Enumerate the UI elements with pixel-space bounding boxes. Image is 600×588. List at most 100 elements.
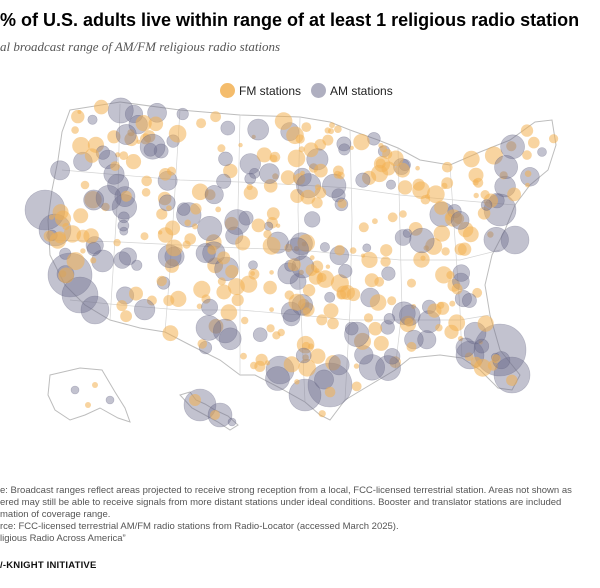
am-station-range [105,395,115,405]
fm-station-range [293,173,306,185]
fm-station-range [353,363,360,369]
fm-station-range [380,244,393,257]
fm-station-range [436,301,450,315]
fm-station-range [129,286,143,301]
fm-station-range [318,410,326,418]
fm-station-range [308,270,323,285]
fm-station-range [491,354,501,364]
fm-station-range [223,163,238,179]
fm-station-range [441,182,448,190]
fm-station-range [340,285,355,300]
am-station-range [264,221,274,231]
fm-station-range [333,170,342,179]
am-station-range [381,266,396,281]
fm-station-range [107,130,121,144]
fm-station-range [277,328,285,337]
am-station-range [314,369,334,390]
legend-fm: FM stations [220,83,301,98]
fm-station-range [295,134,305,144]
fm-station-range [522,150,532,160]
fm-station-range [388,150,404,167]
fm-station-range [297,234,316,252]
am-station-range [344,321,370,347]
fm-station-range [528,136,540,149]
fm-station-range [71,126,79,134]
fm-station-range [395,162,410,178]
fm-station-range [411,304,417,309]
fm-station-range [274,112,293,130]
fm-station-range [197,339,208,349]
am-station-range [375,355,401,381]
fm-station-range [399,210,407,218]
am-station-range [355,172,371,188]
am-station-range [61,276,99,314]
chart-title: % of U.S. adults live within range of at… [0,10,580,30]
fm-station-range [80,248,86,254]
am-station-range [176,107,189,121]
am-station-range [218,327,242,351]
fm-station-range [243,185,258,200]
footnotes: e: Broadcast ranges reflect areas projec… [0,485,600,545]
fm-station-range [412,178,425,191]
fm-station-range [298,146,305,153]
fm-station-range [302,341,311,351]
am-station-range [248,260,258,270]
fm-station-range [146,295,157,306]
am-station-range [461,293,477,308]
fm-station-range [478,340,483,345]
am-station-range [119,226,129,236]
am-station-range [70,385,80,395]
am-station-range [86,242,101,257]
fm-station-range [217,277,226,286]
fm-station-range [349,145,354,150]
fm-station-range [389,356,402,368]
fm-station-range [184,219,191,227]
fm-station-range [127,129,135,137]
fm-station-range [196,303,203,310]
fm-station-range [85,402,91,408]
fm-station-range [322,134,334,146]
am-station-range [134,299,156,321]
am-station-range [153,143,169,159]
fm-station-range [435,324,443,332]
am-station-range [454,290,472,308]
fm-station-range [115,152,121,158]
fm-station-range [524,170,532,177]
fm-station-range [170,290,187,307]
fm-station-range [454,243,467,256]
am-station-range [383,313,396,325]
fm-station-range [337,199,347,209]
fm-station-range [380,256,391,267]
fm-station-range [287,258,301,272]
am-station-range [383,348,401,365]
fm-station-range [148,116,164,132]
fm-station-range [387,296,397,306]
fm-station-range [327,317,339,330]
fm-station-range [425,194,431,200]
fm-station-range [168,124,187,143]
am-station-range [87,114,98,125]
fm-station-range [426,185,445,204]
fm-station-range [250,271,256,276]
fm-station-range [54,231,66,244]
fm-station-range [84,191,102,209]
am-station-range [244,172,256,185]
fm-station-range [387,212,398,223]
fm-station-range [425,237,443,255]
fm-station-range [375,158,386,169]
fm-station-range [373,335,389,351]
fm-station-range [329,122,335,129]
fm-station-range [116,300,128,312]
fm-station-range [361,251,378,268]
fm-station-range [334,125,342,133]
fm-station-range [157,191,172,206]
fm-station-range [216,284,232,300]
fm-station-range [324,386,336,398]
fm-station-range [472,287,483,298]
fm-station-range [141,175,152,187]
fm-station-range [113,238,121,247]
am-station-range [107,173,130,196]
fm-station-range [458,221,474,238]
fm-station-range [156,208,168,220]
am-station-range [115,124,137,145]
